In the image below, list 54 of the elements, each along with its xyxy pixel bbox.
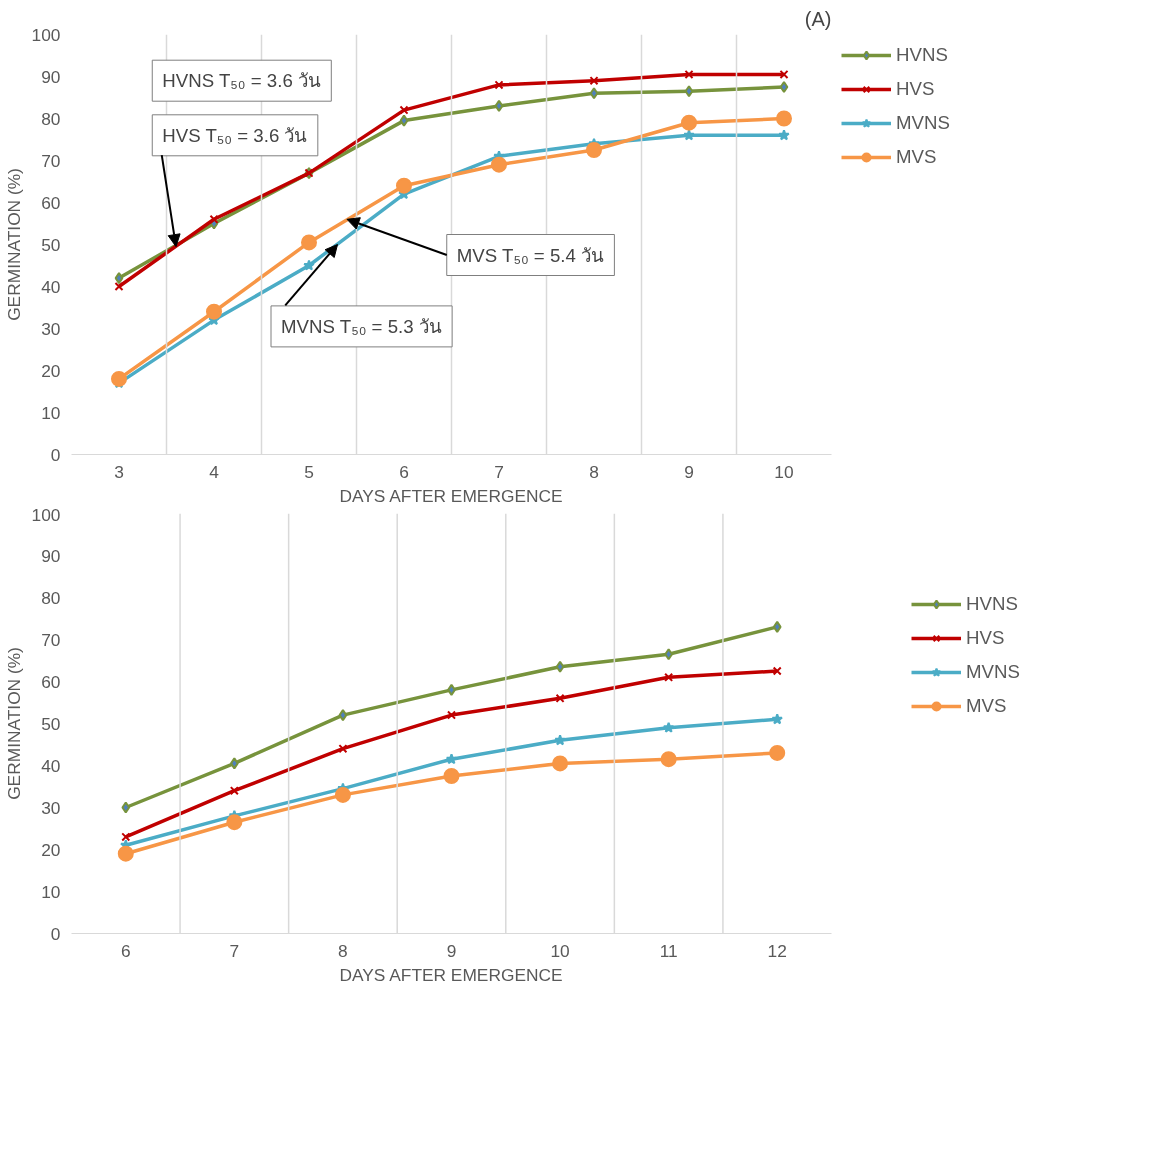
y-axis-title: GERMINATION (%) <box>3 647 24 800</box>
legend-label: MVS <box>966 695 1007 717</box>
y-tick-label: 70 <box>41 150 61 171</box>
x-tick-label: 10 <box>550 940 570 961</box>
annotation: HVNS T₅₀ = 3.6 วัน <box>162 70 321 92</box>
x-tick-label: 9 <box>684 461 694 482</box>
y-tick-label: 80 <box>41 108 61 129</box>
y-tick-label: 0 <box>50 444 61 465</box>
y-tick-label: 60 <box>41 192 61 213</box>
y-tick-label: 30 <box>41 318 61 339</box>
x-axis-title: DAYS AFTER EMERGENCE <box>339 485 563 506</box>
y-tick-label: 40 <box>41 755 61 776</box>
x-tick-label: 10 <box>774 461 794 482</box>
y-tick-label: 20 <box>41 839 61 860</box>
legend-label: MVNS <box>966 661 1020 683</box>
y-tick-label: 10 <box>41 881 61 902</box>
y-tick-label: 20 <box>41 360 61 381</box>
y-tick-label: 30 <box>41 797 61 818</box>
y-tick-label: 60 <box>41 671 61 692</box>
legend-label: MVNS <box>896 112 950 134</box>
chart-title: (A) <box>804 7 832 30</box>
annotation: MVNS T₅₀ = 5.3 วัน <box>281 315 442 337</box>
x-tick-label: 4 <box>209 461 220 482</box>
y-tick-label: 10 <box>41 402 61 423</box>
x-tick-label: 9 <box>446 940 457 961</box>
y-tick-label: 0 <box>50 923 61 944</box>
x-tick-label: 12 <box>767 940 787 961</box>
legend-label: HVS <box>966 627 1005 649</box>
y-tick-label: 80 <box>41 587 61 608</box>
legend-label: MVS <box>896 146 937 168</box>
y-tick-label: 50 <box>41 713 61 734</box>
legend-label: HVNS <box>966 593 1018 615</box>
legend-label: HVS <box>896 78 935 100</box>
y-tick-label: 50 <box>41 234 61 255</box>
annotation: HVS T₅₀ = 3.6 วัน <box>162 124 308 146</box>
annotation: MVS T₅₀ = 5.4 วัน <box>456 244 605 266</box>
x-tick-label: 5 <box>304 461 314 482</box>
x-tick-label: 6 <box>120 940 131 961</box>
y-tick-label: 100 <box>31 24 61 45</box>
x-tick-label: 8 <box>338 940 348 961</box>
x-tick-label: 11 <box>659 940 678 961</box>
x-tick-label: 6 <box>399 461 409 482</box>
y-tick-label: 40 <box>41 276 61 297</box>
x-tick-label: 7 <box>229 940 240 961</box>
legend-label: HVNS <box>896 44 948 66</box>
x-axis-title: DAYS AFTER EMERGENCE <box>339 964 563 985</box>
x-tick-label: 7 <box>494 461 504 482</box>
y-tick-label: 100 <box>31 504 61 525</box>
y-axis-title: GERMINATION (%) <box>3 168 24 321</box>
y-tick-label: 90 <box>41 545 61 566</box>
x-tick-label: 8 <box>589 461 599 482</box>
y-tick-label: 70 <box>41 629 61 650</box>
x-tick-label: 3 <box>114 461 124 482</box>
y-tick-label: 90 <box>41 66 61 87</box>
